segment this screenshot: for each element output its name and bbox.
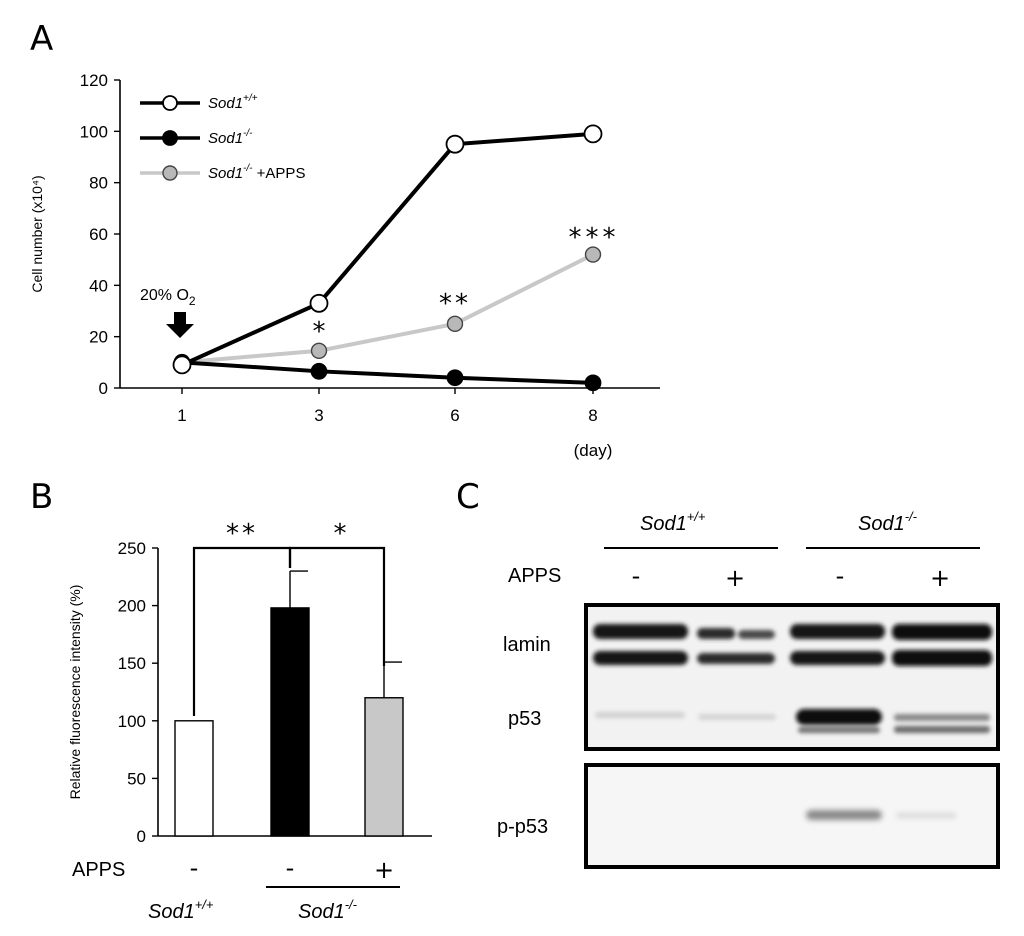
star-day6: **: [439, 289, 471, 319]
bracket-star-2: *: [334, 519, 347, 549]
blot-sign-2: +: [725, 564, 745, 592]
band-lamin-upper-2b: [738, 630, 775, 639]
panel-b-y-axis-label: Relative fluorescence intensity (%): [67, 585, 83, 800]
band-p53-2: [698, 714, 776, 720]
star-day3: *: [313, 317, 326, 347]
panel-b-apps-sign-2: -: [286, 854, 295, 882]
panel-a-x-tick-label-3: 8: [588, 406, 597, 425]
oxygen-label: 20% O2: [140, 287, 196, 308]
bracket-ko-vs-apps: [288, 546, 386, 666]
legend-label-sod1-ko: Sod1-/-: [208, 128, 253, 147]
bar-1: [270, 607, 310, 837]
panel-a-y-tick-label-3: 60: [89, 225, 108, 244]
bar-0: [174, 720, 214, 837]
panel-b-group-ko: Sod1-/-: [298, 897, 358, 923]
band-lamin-upper-4: [892, 624, 992, 640]
band-lamin-upper-2a: [697, 628, 735, 639]
panel-a-y-axis-label: Cell number (x10⁴): [29, 175, 45, 292]
blot-lower-bands: [806, 810, 956, 820]
band-p53-4: [894, 714, 990, 721]
bar-2: [364, 697, 404, 837]
series-1-point-2: [446, 369, 464, 387]
oxygen-arrow-icon: [166, 312, 194, 338]
panel-a-x-unit-label: (day): [574, 441, 613, 460]
series-1-point-3: [584, 374, 602, 392]
legend-marker-sod1-wt: [162, 95, 178, 111]
panel-a-legend: Sod1+/+ Sod1-/- Sod1-/- +APPS: [140, 93, 305, 182]
series-2-point-1: [310, 342, 328, 359]
panel-b-y-tick-label-1: 50: [127, 769, 146, 788]
band-p53-3b: [798, 727, 880, 733]
panel-a-x-tick-label-2: 6: [450, 406, 459, 425]
band-pp53-3: [806, 810, 882, 820]
panel-b-y-tick-label-2: 100: [118, 712, 146, 731]
band-lamin-upper-3: [790, 624, 885, 639]
band-p53-4b: [894, 726, 990, 733]
panel-a-x-tick-label-0: 1: [177, 406, 186, 425]
panel-b-apps-sign-3: +: [374, 856, 394, 884]
panel-c-western-blot: Sod1+/+ Sod1-/- APPS - + - +: [497, 509, 1000, 869]
panel-a-y-tick-label-6: 120: [80, 71, 108, 90]
panel-a-letter: A: [30, 19, 53, 59]
series-line-1: [181, 360, 594, 385]
panel-a-y-tick-label-4: 80: [89, 174, 108, 193]
legend-label-sod1-wt: Sod1+/+: [208, 93, 258, 112]
legend-label-sod1-ko-apps: Sod1-/- +APPS: [208, 163, 305, 182]
bracket-star-1: **: [226, 519, 258, 549]
panel-b-apps-sign-1: -: [190, 854, 199, 882]
panel-b-y-tick-label-4: 200: [118, 597, 146, 616]
band-p53-3: [796, 709, 882, 725]
panel-b-apps-label: APPS: [72, 859, 125, 881]
panel-b-bar-chart: 0 50 100 150 200 250 Relative fluorescence in…: [67, 519, 432, 923]
blot-label-p53: p53: [508, 708, 541, 730]
panel-b-y-tick-label-0: 0: [137, 827, 146, 846]
band-pp53-4: [896, 813, 956, 818]
panel-b-letter: B: [30, 477, 53, 517]
blot-label-lamin: lamin: [503, 634, 551, 656]
legend-marker-sod1-ko-apps: [162, 165, 178, 181]
panel-a-y-tick-label-2: 40: [89, 276, 108, 295]
band-lamin-lower-3: [790, 651, 885, 665]
blot-label-pp53: p-p53: [497, 816, 548, 838]
panel-b-y-tick-label-5: 250: [118, 539, 146, 558]
band-lamin-lower-1: [593, 651, 688, 665]
legend-marker-sod1-ko: [162, 130, 178, 146]
series-0-point-3: [583, 124, 603, 144]
series-0-point-1: [309, 293, 329, 313]
panel-b-y-tick-label-3: 150: [118, 654, 146, 673]
series-1-point-1: [310, 362, 328, 380]
blot-group-wt: Sod1+/+: [640, 509, 706, 535]
star-day8: ***: [569, 223, 620, 253]
blot-upper-bands: [593, 624, 992, 733]
series-line-2: [181, 252, 594, 365]
panel-a-y-tick-label-1: 20: [89, 328, 108, 347]
blot-sign-4: +: [930, 564, 950, 592]
series-2-point-2: [446, 315, 464, 333]
panel-a-y-tick-label-0: 0: [99, 379, 108, 398]
panel-a-x-tick-label-1: 3: [314, 406, 323, 425]
band-lamin-lower-2: [697, 653, 775, 664]
panel-b-group-wt: Sod1+/+: [148, 897, 214, 923]
panel-a-y-tick-label-5: 100: [80, 122, 108, 141]
series-0-point-0: [172, 355, 192, 375]
band-p53-1: [595, 712, 685, 718]
blot-sign-1: -: [632, 562, 641, 590]
band-lamin-upper-1: [593, 624, 688, 639]
series-0-point-2: [445, 134, 465, 154]
series-2-point-3: [584, 246, 602, 263]
panel-c-letter: C: [456, 477, 480, 517]
series-line-0: [181, 131, 594, 367]
blot-sign-3: -: [836, 562, 845, 590]
blot-apps-label: APPS: [508, 565, 561, 587]
band-lamin-lower-4: [892, 650, 992, 666]
blot-group-ko: Sod1-/-: [858, 509, 918, 535]
